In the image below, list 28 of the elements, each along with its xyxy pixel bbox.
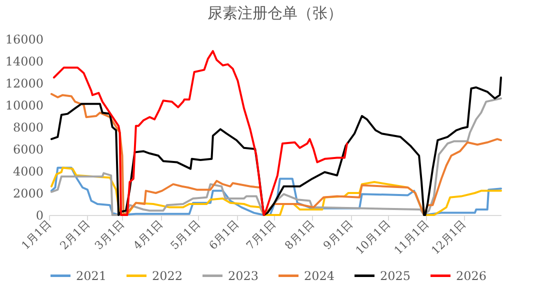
x-tick-label: 6月1日 <box>206 218 242 252</box>
x-tick-label: 9月1日 <box>320 218 356 252</box>
y-tick-label: 2000 <box>12 186 44 200</box>
legend-label: 2025 <box>380 268 411 283</box>
y-tick-label: 0 <box>36 208 44 222</box>
y-tick-label: 4000 <box>12 164 44 178</box>
y-tick-label: 16000 <box>5 32 44 46</box>
x-tick-label: 11月1日 <box>392 218 432 258</box>
line-series <box>52 50 348 216</box>
chart-title: 尿素注册仓单（张） <box>208 4 342 22</box>
y-tick-label: 8000 <box>12 120 44 134</box>
y-tick-label: 10000 <box>5 98 44 112</box>
x-tick-label: 5月1日 <box>168 218 203 252</box>
legend-label: 2026 <box>456 268 487 283</box>
x-tick-label: 10月1日 <box>353 218 393 258</box>
x-tick-label: 3月1日 <box>92 218 128 252</box>
x-tick-label: 7月1日 <box>244 218 278 252</box>
y-tick-label: 14000 <box>5 54 44 68</box>
x-tick-label: 12月1日 <box>428 218 468 258</box>
y-tick-label: 12000 <box>5 76 44 90</box>
y-tick-label: 6000 <box>12 142 44 156</box>
x-tick-label: 8月1日 <box>282 218 317 252</box>
legend-label: 2022 <box>152 268 183 283</box>
legend-label: 2024 <box>304 268 335 283</box>
legend-label: 2021 <box>76 268 107 283</box>
x-tick-label: 4月1日 <box>130 218 166 252</box>
legend-label: 2023 <box>228 268 259 283</box>
x-tick-label: 2月1日 <box>58 218 92 252</box>
